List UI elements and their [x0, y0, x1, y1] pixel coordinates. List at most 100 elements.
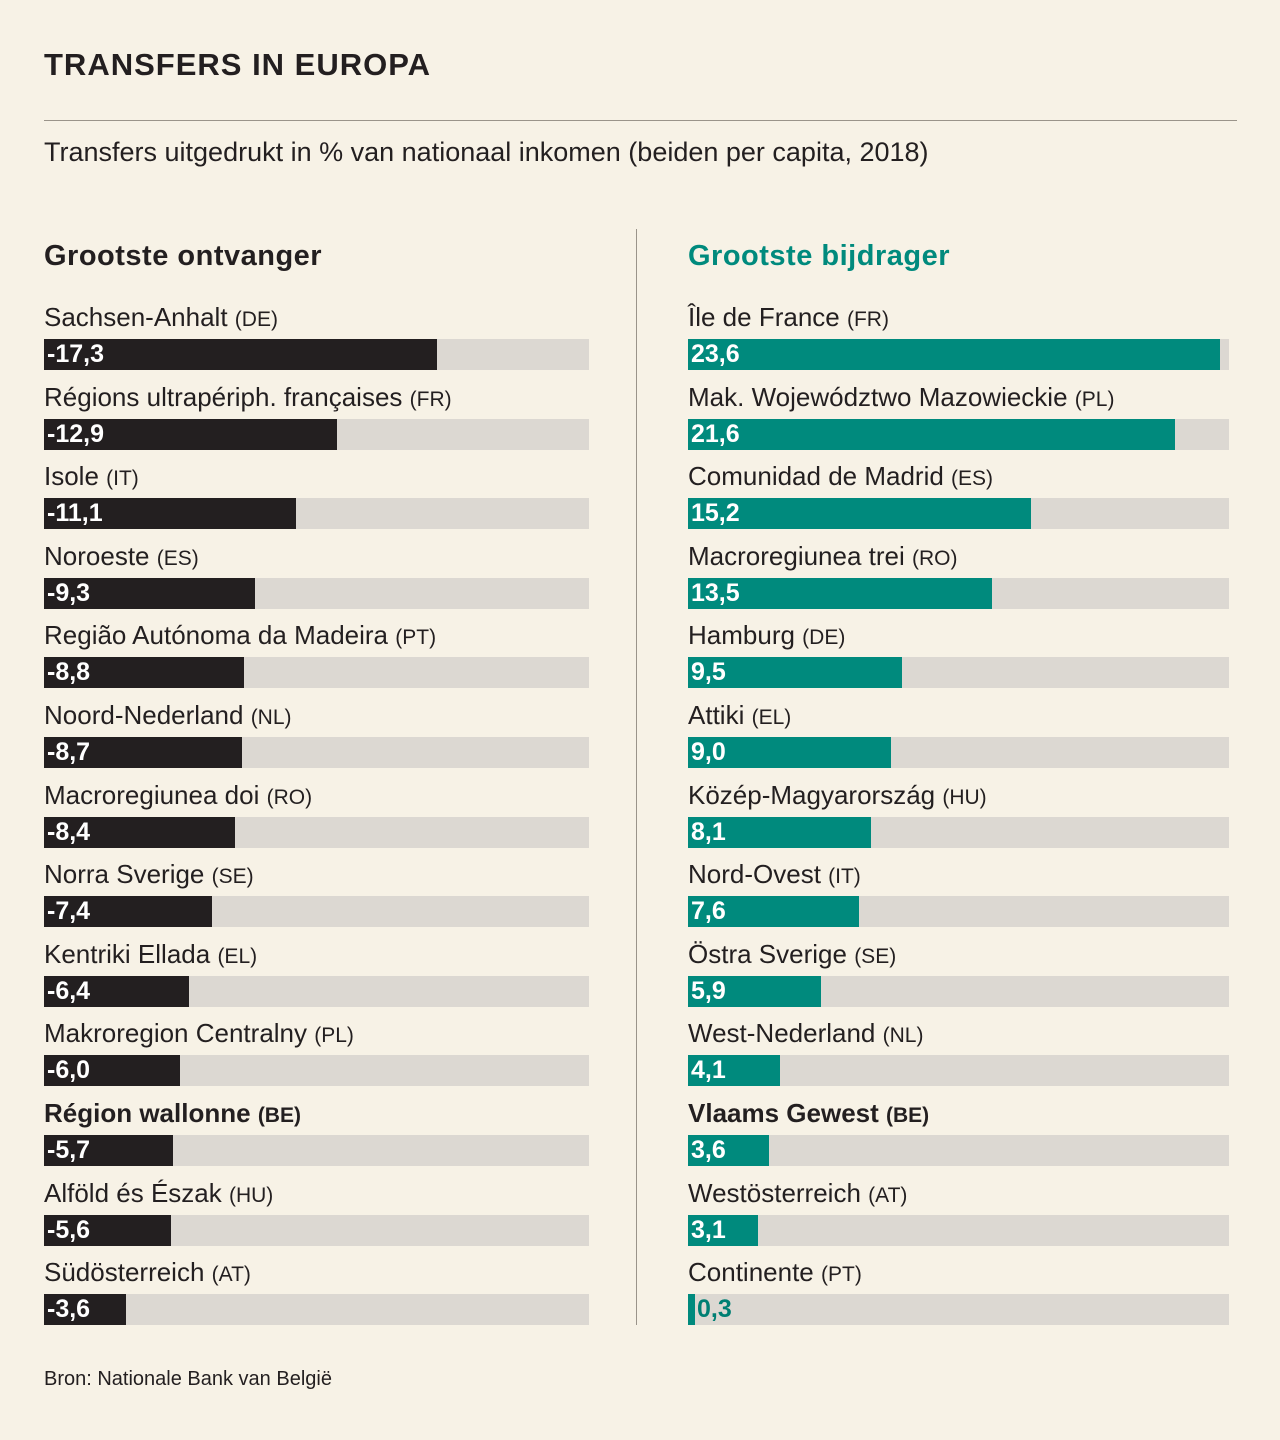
contributors-panel-title: Grootste bijdrager [688, 240, 950, 272]
country-code: (IT) [106, 467, 139, 491]
receiver-bar-value: -5,7 [47, 1136, 91, 1164]
receiver-bar-value: -6,0 [47, 1056, 91, 1085]
contributor-row: Île de France (FR) 23,6 [688, 298, 1229, 378]
receiver-row: Isole (IT) -11,1 [44, 457, 589, 537]
contributor-region-label: Nord-Ovest (IT) [688, 855, 861, 896]
receiver-region-label: Régions ultrapériph. françaises (FR) [44, 378, 452, 419]
region-name: Região Autónoma da Madeira [44, 620, 389, 651]
contributor-bar-value: 13,5 [691, 578, 740, 607]
receiver-bar [44, 577, 255, 609]
receiver-region-label: Alföld és Észak (HU) [44, 1174, 273, 1215]
region-name: Hamburg [688, 620, 795, 651]
receiver-bar-value: -8,8 [47, 658, 91, 687]
receiver-bar-track: -3,6 [44, 1294, 589, 1326]
country-code: (FR) [846, 308, 889, 331]
receiver-bar [44, 975, 189, 1007]
contributor-bar [688, 816, 871, 848]
receiver-bar-track: -12,9 [44, 418, 589, 450]
contributor-region-label: Attiki (EL) [688, 696, 791, 737]
country-code: (NL) [882, 1024, 924, 1048]
receiver-bar [44, 737, 242, 768]
contributor-row: Nord-Ovest (IT) 7,6 [688, 855, 1229, 935]
receiver-region-label: Noord-Nederland (NL) [44, 696, 292, 737]
contributor-region-label: Île de France (FR) [688, 298, 889, 339]
region-name: Westösterreich [688, 1177, 861, 1208]
receiver-row: Norra Sverige (SE) -7,4 [44, 855, 589, 935]
contributor-row: Westösterreich (AT) 3,1 [688, 1174, 1229, 1254]
contributor-bar-value: 9,0 [691, 738, 726, 766]
contributor-bar [688, 1055, 780, 1087]
contributor-bar-track: 7,6 [688, 896, 1229, 928]
chart-title: TRANSFERS IN EUROPA [44, 47, 432, 82]
receiver-bar-value: -3,6 [47, 1295, 91, 1324]
region-name: Région wallonne [44, 1098, 251, 1128]
contributor-region-label: Közép-Magyarország (HU) [688, 776, 987, 817]
contributor-bar-value: 23,6 [691, 340, 740, 368]
region-name: Alföld és Észak [44, 1177, 222, 1208]
receiver-bar-value: -8,7 [47, 738, 91, 766]
receiver-bar [44, 1055, 180, 1087]
receiver-bar-value: -17,3 [47, 340, 104, 368]
country-code: (RO) [266, 785, 313, 809]
country-code: (RO) [912, 546, 958, 570]
receiver-bar-track: -6,0 [44, 1055, 589, 1087]
region-name: Sachsen-Anhalt [44, 302, 228, 332]
receiver-row: Makroregion Centralny (PL) -6,0 [44, 1014, 589, 1094]
contributor-bar-track: 4,1 [688, 1055, 1229, 1087]
contributor-row: Közép-Magyarország (HU) 8,1 [688, 776, 1229, 856]
receiver-bar-track: -7,4 [44, 896, 589, 928]
region-name: Nord-Ovest [688, 859, 821, 890]
contributor-row: Attiki (EL) 9,0 [688, 696, 1229, 776]
contributor-bar [688, 1135, 769, 1166]
contributor-bar-value: 9,5 [691, 658, 726, 687]
contributor-bar-track: 15,2 [688, 498, 1229, 530]
contributor-bar-value: 8,1 [691, 817, 726, 846]
contributor-bar [688, 577, 992, 609]
contributor-bar [688, 896, 859, 928]
country-code: (HU) [228, 1183, 274, 1207]
contributor-bar-track: 23,6 [688, 339, 1229, 370]
receiver-bar [44, 1135, 173, 1166]
contributor-bar [688, 418, 1175, 450]
country-code: (DE) [802, 626, 846, 650]
receiver-bar-track: -11,1 [44, 498, 589, 530]
receiver-row: Noord-Nederland (NL) -8,7 [44, 696, 589, 776]
receiver-row: Sachsen-Anhalt (DE) -17,3 [44, 298, 589, 378]
country-code: (AT) [211, 1263, 251, 1287]
country-code: (AT) [868, 1183, 908, 1207]
country-code: (ES) [156, 546, 199, 570]
receiver-bar-track: -8,4 [44, 816, 589, 848]
chart-subtitle: Transfers uitgedrukt in % van nationaal … [44, 137, 929, 167]
receiver-bar-track: -6,4 [44, 975, 589, 1007]
region-name: Kentriki Ellada [44, 938, 211, 969]
receiver-bar-track: -9,3 [44, 577, 589, 609]
receiver-bar [44, 339, 437, 370]
region-name: Vlaams Gewest [688, 1098, 879, 1128]
country-code: (ES) [951, 467, 994, 491]
contributor-bar [688, 1294, 695, 1326]
receiver-region-label: Région wallonne (BE) [44, 1094, 301, 1135]
contributor-bar-value: 7,6 [691, 897, 726, 926]
country-code: (PL) [314, 1024, 354, 1048]
country-code: (BE) [257, 1104, 301, 1127]
receiver-region-label: Região Autónoma da Madeira (PT) [44, 616, 436, 657]
contributor-row: Östra Sverige (SE) 5,9 [688, 935, 1229, 1015]
contributor-bar-value: 4,1 [691, 1056, 726, 1085]
country-code: (SE) [854, 944, 897, 968]
contributor-region-label: West-Nederland (NL) [688, 1014, 923, 1055]
receiver-region-label: Isole (IT) [44, 457, 139, 498]
contributor-bar-track: 5,9 [688, 975, 1229, 1007]
receiver-region-label: Kentriki Ellada (EL) [44, 935, 257, 976]
receiver-row: Alföld és Észak (HU) -5,6 [44, 1174, 589, 1254]
receiver-bar-track: -5,7 [44, 1135, 589, 1166]
contributor-bar [688, 975, 821, 1007]
receiver-bar-value: -7,4 [47, 897, 91, 926]
contributor-region-label: Vlaams Gewest (BE) [688, 1094, 929, 1135]
receiver-bar [44, 1214, 171, 1246]
country-code: (PT) [821, 1263, 862, 1287]
contributor-bar-value: 5,9 [691, 976, 726, 1005]
contributor-bar-value: 0,3 [697, 1295, 732, 1324]
contributor-bar-track: 9,0 [688, 737, 1229, 768]
receiver-row: Macroregiunea doi (RO) -8,4 [44, 776, 589, 856]
region-name: Macroregiunea trei [688, 540, 905, 571]
